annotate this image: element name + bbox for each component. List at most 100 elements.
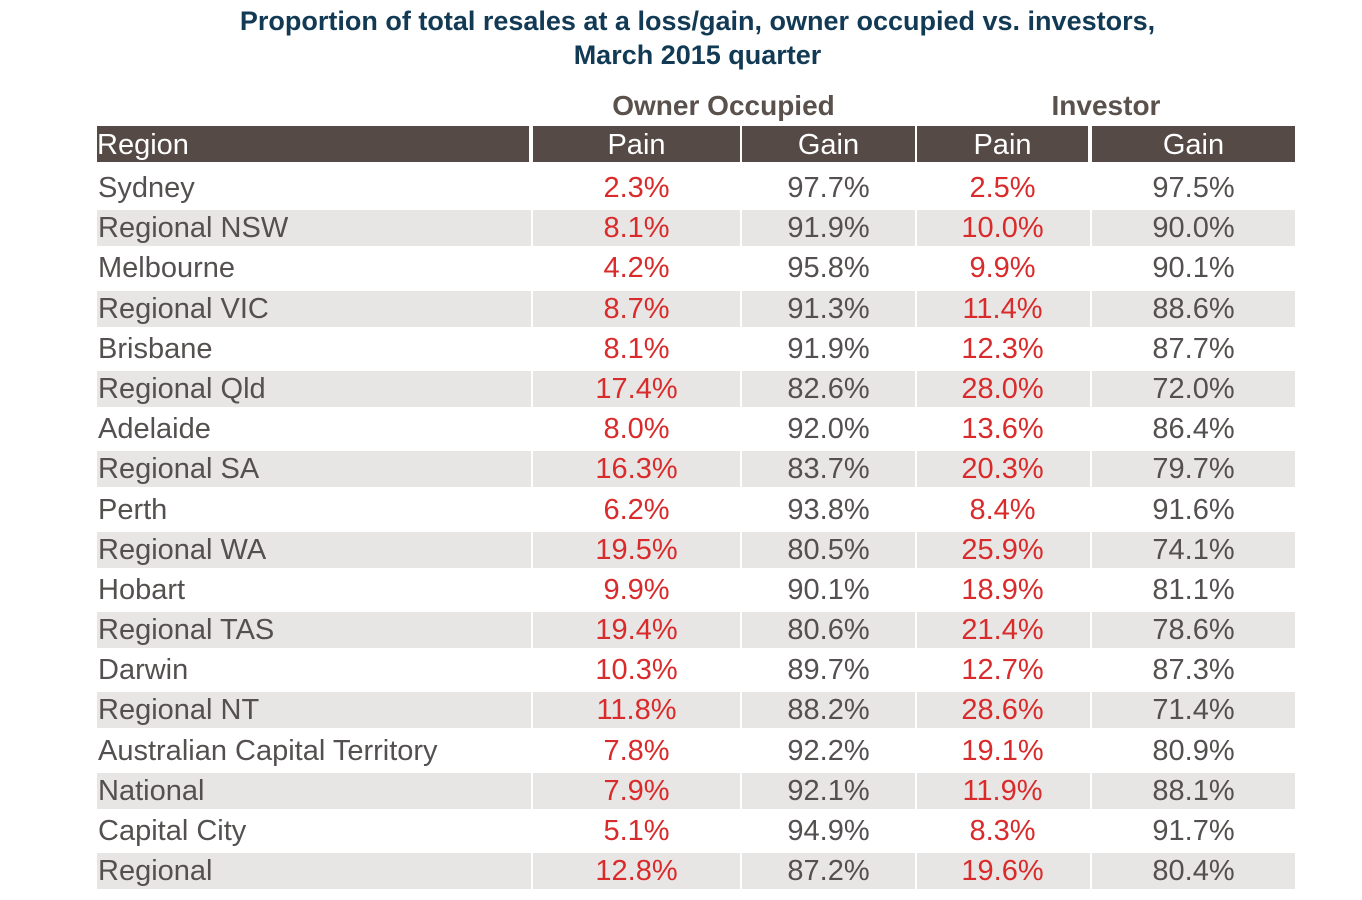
table-row: Brisbane 8.1% 91.9% 12.3% 87.7%	[97, 329, 1295, 369]
header-owner-gain: Gain	[742, 126, 915, 162]
header-investor-pain: Pain	[917, 126, 1088, 162]
cell-investor-gain: 88.1%	[1152, 774, 1235, 807]
table-row: Melbourne 4.2% 95.8% 9.9% 90.1%	[97, 248, 1295, 288]
table-row: Regional WA 19.5% 80.5% 25.9% 74.1%	[97, 530, 1295, 570]
cell-owner-gain: 97.7%	[787, 172, 870, 204]
cell-owner-gain: 91.3%	[787, 292, 870, 325]
cell-investor-gain: 80.9%	[1152, 734, 1235, 767]
cell-owner-gain: 82.6%	[787, 372, 870, 405]
cell-region: Regional VIC	[98, 292, 269, 325]
table-row: Regional Qld 17.4% 82.6% 28.0% 72.0%	[97, 369, 1295, 409]
header-owner-pain: Pain	[533, 126, 740, 162]
cell-owner-pain: 9.9%	[603, 573, 670, 606]
cell-investor-gain: 91.7%	[1152, 815, 1235, 847]
cell-owner-gain: 90.1%	[787, 573, 870, 606]
cell-investor-gain: 88.6%	[1152, 292, 1235, 325]
cell-owner-gain: 95.8%	[787, 252, 870, 285]
cell-owner-pain: 19.4%	[595, 614, 678, 647]
row-stripe	[1092, 612, 1295, 649]
cell-region: Regional NT	[98, 694, 260, 727]
cell-owner-gain: 92.1%	[787, 774, 870, 807]
table-row: Perth 6.2% 93.8% 8.4% 91.6%	[97, 490, 1295, 530]
cell-investor-pain: 18.9%	[961, 573, 1044, 606]
row-stripe	[742, 370, 915, 407]
row-stripe	[917, 370, 1090, 407]
header-region: Region	[97, 126, 529, 162]
cell-investor-pain: 12.3%	[961, 332, 1044, 365]
row-stripe	[533, 853, 740, 890]
row-stripe	[97, 692, 531, 729]
cell-region: Regional SA	[98, 453, 260, 486]
cell-investor-pain: 20.3%	[961, 453, 1044, 486]
row-stripe	[742, 853, 915, 890]
cell-owner-gain: 87.2%	[787, 855, 870, 888]
row-stripe	[1092, 853, 1295, 890]
cell-region: Regional	[98, 855, 213, 888]
row-stripe	[533, 370, 740, 407]
chart-title: Proportion of total resales at a loss/ga…	[0, 4, 1362, 72]
row-stripe	[742, 772, 915, 809]
cell-owner-pain: 11.8%	[596, 694, 677, 727]
cell-investor-pain: 21.4%	[961, 614, 1044, 647]
row-stripe	[533, 290, 740, 327]
cell-owner-gain: 88.2%	[787, 694, 870, 727]
cell-investor-gain: 80.4%	[1152, 855, 1235, 888]
row-stripe	[533, 531, 740, 568]
cell-investor-pain: 28.6%	[961, 694, 1044, 727]
cell-region: Hobart	[98, 573, 186, 606]
row-stripe	[1092, 451, 1295, 488]
row-stripe	[1092, 692, 1295, 729]
cell-investor-gain: 72.0%	[1152, 372, 1235, 405]
cell-investor-gain: 91.6%	[1152, 493, 1235, 526]
cell-owner-gain: 92.2%	[787, 734, 870, 767]
cell-owner-pain: 12.8%	[595, 855, 678, 888]
row-stripe	[1092, 210, 1295, 247]
row-stripe	[917, 692, 1090, 729]
chart-title-line-1: Proportion of total resales at a loss/ga…	[239, 6, 1156, 36]
cell-region: Regional NSW	[98, 212, 289, 245]
cell-owner-pain: 8.7%	[603, 292, 670, 325]
cell-owner-pain: 8.1%	[603, 212, 670, 245]
row-stripe	[97, 290, 531, 327]
cell-investor-gain: 87.7%	[1152, 332, 1235, 365]
row-stripe	[97, 531, 531, 568]
cell-region: Brisbane	[98, 332, 213, 365]
cell-region: National	[98, 774, 205, 807]
cell-owner-pain: 7.9%	[603, 774, 670, 807]
table-row: National 7.9% 92.1% 11.9% 88.1%	[97, 771, 1295, 811]
cell-owner-gain: 91.9%	[787, 212, 870, 245]
chart-title-line-2: March 2015 quarter	[573, 40, 822, 70]
table-row: Darwin 10.3% 89.7% 12.7% 87.3%	[97, 650, 1295, 690]
row-stripe	[97, 853, 531, 890]
cell-investor-pain: 11.9%	[962, 774, 1043, 807]
cell-investor-gain: 86.4%	[1152, 413, 1235, 446]
cell-owner-gain: 80.5%	[787, 533, 870, 566]
cell-owner-pain: 16.3%	[595, 453, 678, 486]
cell-owner-pain: 17.4%	[595, 372, 678, 405]
cell-region: Adelaide	[98, 413, 211, 446]
cell-owner-pain: 7.8%	[603, 734, 670, 767]
row-stripe	[742, 692, 915, 729]
cell-region: Regional Qld	[98, 372, 266, 405]
row-stripe	[533, 210, 740, 247]
cell-region: Darwin	[98, 654, 189, 687]
row-stripe	[917, 612, 1090, 649]
table-row: Regional TAS 19.4% 80.6% 21.4% 78.6%	[97, 610, 1295, 650]
cell-investor-pain: 10.0%	[961, 212, 1044, 245]
cell-investor-gain: 97.5%	[1152, 172, 1235, 204]
cell-investor-pain: 2.5%	[969, 172, 1036, 204]
row-stripe	[917, 210, 1090, 247]
cell-region: Australian Capital Territory	[98, 734, 438, 767]
cell-investor-pain: 11.4%	[962, 292, 1043, 325]
cell-owner-pain: 4.2%	[603, 252, 670, 285]
cell-owner-pain: 6.2%	[603, 493, 670, 526]
row-stripe	[917, 853, 1090, 890]
row-stripe	[1092, 772, 1295, 809]
table-row: Regional 12.8% 87.2% 19.6% 80.4%	[97, 851, 1295, 891]
table-row: Regional NSW 8.1% 91.9% 10.0% 90.0%	[97, 208, 1295, 248]
cell-investor-gain: 90.1%	[1152, 252, 1235, 285]
row-stripe	[1092, 370, 1295, 407]
row-stripe	[97, 210, 531, 247]
cell-investor-gain: 90.0%	[1152, 212, 1235, 245]
cell-owner-gain: 83.7%	[787, 453, 870, 486]
